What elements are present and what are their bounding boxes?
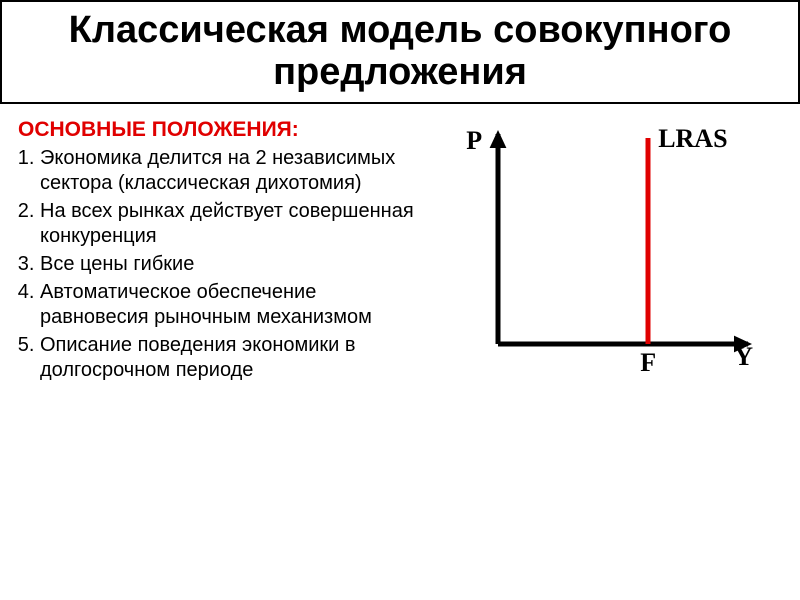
y-axis-label: Р [466, 126, 482, 156]
list-item: Экономика делится на 2 независимых секто… [40, 146, 428, 197]
curve-label: LRAS [658, 124, 727, 154]
right-column: Р LRAS F Y [438, 118, 782, 386]
left-column: ОСНОВНЫЕ ПОЛОЖЕНИЯ: Экономика делится на… [18, 118, 438, 386]
points-list: Экономика делится на 2 независимых секто… [18, 146, 428, 384]
curve-x-label: F [640, 348, 656, 378]
list-item: Описание поведения экономики в долгосроч… [40, 333, 428, 384]
page-title: Классическая модель совокупного предложе… [14, 10, 786, 94]
chart-svg [458, 124, 758, 384]
section-header: ОСНОВНЫЕ ПОЛОЖЕНИЯ: [18, 118, 428, 142]
title-box: Классическая модель совокупного предложе… [0, 0, 800, 104]
lras-chart: Р LRAS F Y [458, 124, 758, 384]
list-item: На всех рынках действует совершенная кон… [40, 199, 428, 250]
x-axis-label: Y [734, 342, 753, 372]
list-item: Все цены гибкие [40, 252, 428, 278]
list-item: Автоматическое обеспечение равновесия ры… [40, 280, 428, 331]
content-area: ОСНОВНЫЕ ПОЛОЖЕНИЯ: Экономика делится на… [0, 104, 800, 386]
